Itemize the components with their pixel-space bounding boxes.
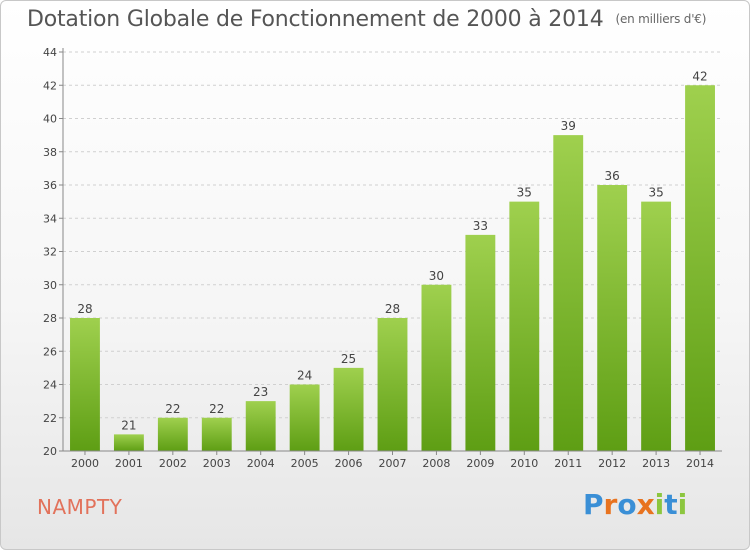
- proxiti-logo[interactable]: Proxiti: [583, 488, 687, 521]
- x-tick-label: 2005: [291, 457, 319, 470]
- data-label: 24: [297, 369, 312, 383]
- chart-title: Dotation Globale de Fonctionnement de 20…: [27, 7, 706, 32]
- logo-letter: P: [583, 488, 604, 521]
- chart-subtitle: (en milliers d'€): [615, 12, 707, 26]
- bar: [113, 434, 144, 451]
- logo-letter: x: [636, 488, 655, 521]
- bar: [553, 135, 584, 451]
- data-label: 35: [517, 186, 532, 200]
- x-tick-label: 2014: [686, 457, 714, 470]
- data-label: 28: [77, 302, 92, 316]
- y-tick-label: 34: [43, 212, 57, 225]
- logo-letter: i: [654, 488, 665, 521]
- data-label: 36: [605, 169, 620, 183]
- x-tick-label: 2001: [115, 457, 143, 470]
- y-tick-label: 36: [43, 179, 57, 192]
- logo-letter: o: [617, 488, 637, 521]
- bar: [70, 318, 100, 451]
- bar: [597, 185, 628, 451]
- x-tick-label: 2006: [335, 457, 363, 470]
- data-label: 42: [692, 69, 707, 83]
- x-tick-label: 2000: [71, 457, 99, 470]
- data-label: 21: [121, 418, 136, 432]
- y-tick-label: 32: [43, 246, 57, 259]
- logo-letter: i: [677, 488, 688, 521]
- y-tick-label: 42: [43, 79, 57, 92]
- data-label: 35: [648, 186, 663, 200]
- x-tick-label: 2012: [598, 457, 626, 470]
- x-tick-label: 2008: [422, 457, 450, 470]
- data-label: 28: [385, 302, 400, 316]
- x-tick-label: 2003: [203, 457, 231, 470]
- data-label: 33: [473, 219, 488, 233]
- x-tick-label: 2011: [554, 457, 582, 470]
- bar: [377, 318, 408, 451]
- chart-title-text: Dotation Globale de Fonctionnement de 20…: [27, 7, 604, 32]
- x-tick-label: 2013: [642, 457, 670, 470]
- bar: [465, 234, 496, 451]
- logo-letter: t: [664, 488, 678, 521]
- bar: [289, 384, 320, 451]
- data-label: 23: [253, 385, 268, 399]
- y-tick-label: 28: [43, 312, 57, 325]
- bar: [333, 367, 364, 451]
- data-label: 22: [209, 402, 224, 416]
- y-tick-label: 44: [43, 46, 57, 59]
- y-tick-label: 40: [43, 113, 57, 126]
- commune-name: NAMPTY: [37, 495, 123, 519]
- x-tick-label: 2010: [510, 457, 538, 470]
- x-tick-label: 2007: [379, 457, 407, 470]
- y-tick-label: 30: [43, 279, 57, 292]
- bar: [421, 284, 452, 451]
- bar: [509, 201, 540, 451]
- bar: [641, 201, 672, 451]
- x-tick-label: 2002: [159, 457, 187, 470]
- x-tick-label: 2004: [247, 457, 275, 470]
- bar: [157, 417, 188, 451]
- logo-letter: r: [603, 488, 618, 521]
- y-tick-label: 22: [43, 412, 57, 425]
- data-label: 30: [429, 269, 444, 283]
- data-label: 22: [165, 402, 180, 416]
- data-label: 39: [561, 119, 576, 133]
- bar: [201, 417, 232, 451]
- y-tick-label: 24: [43, 379, 57, 392]
- data-label: 25: [341, 352, 356, 366]
- y-tick-label: 20: [43, 445, 57, 458]
- y-tick-label: 38: [43, 146, 57, 159]
- x-tick-label: 2009: [466, 457, 494, 470]
- bar: [685, 85, 715, 451]
- y-tick-label: 26: [43, 345, 57, 358]
- bar: [245, 401, 276, 451]
